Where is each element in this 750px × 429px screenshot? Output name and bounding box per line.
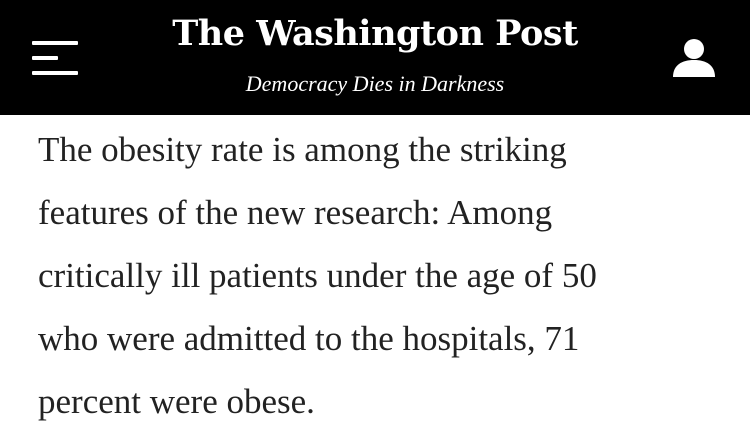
site-tagline: Democracy Dies in Darkness (245, 71, 505, 96)
site-logo[interactable]: The Washington Post (172, 13, 578, 54)
hamburger-menu-icon[interactable] (32, 41, 78, 75)
article-line: percent were obese. (38, 382, 315, 421)
menu-bar-top (32, 41, 78, 45)
article-line: who were admitted to the hospitals, 71 (38, 319, 580, 358)
article-paragraph: The obesity rate is among the striking f… (38, 118, 728, 429)
masthead: The Washington Post Democracy Dies in Da… (0, 0, 750, 115)
menu-bar-bottom (32, 71, 78, 75)
article-line: features of the new research: Among (38, 193, 553, 232)
article-line: The obesity rate is among the striking (38, 130, 567, 169)
user-silhouette-icon (673, 39, 715, 77)
article-line: critically ill patients under the age of… (38, 256, 597, 295)
user-account-icon[interactable] (671, 38, 717, 78)
menu-bar-middle (32, 56, 58, 60)
